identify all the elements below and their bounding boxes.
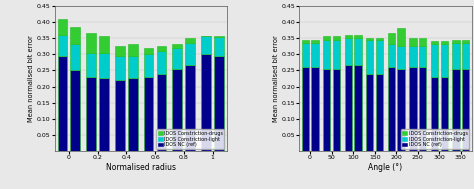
Bar [388, 44, 395, 67]
Bar [71, 27, 80, 44]
Bar [397, 69, 405, 151]
Bar [419, 46, 426, 67]
Bar [452, 40, 460, 43]
Bar [301, 43, 309, 67]
Bar [431, 77, 438, 151]
Bar [355, 38, 362, 66]
Bar [345, 35, 352, 38]
Bar [345, 66, 352, 151]
Bar [388, 33, 395, 44]
Bar [366, 40, 374, 74]
Bar [128, 44, 137, 56]
Bar [397, 46, 405, 69]
Bar [366, 38, 374, 40]
Legend: IDOS Constriction-drugs, IDOS Constriction-light, IDOS NC (ref): IDOS Constriction-drugs, IDOS Constricti… [156, 129, 225, 149]
Y-axis label: Mean normalised bit error: Mean normalised bit error [273, 35, 279, 122]
Bar [440, 41, 448, 44]
Bar [409, 38, 417, 46]
Bar [71, 44, 80, 70]
Bar [452, 69, 460, 151]
X-axis label: Angle (°): Angle (°) [368, 163, 402, 172]
Y-axis label: Mean normalised bit error: Mean normalised bit error [28, 35, 34, 122]
Bar [452, 43, 460, 69]
Bar [323, 40, 330, 69]
Bar [185, 66, 195, 151]
Bar [333, 69, 340, 151]
Bar [409, 46, 417, 67]
Bar [333, 36, 340, 40]
Bar [173, 48, 182, 69]
Bar [86, 33, 96, 53]
Bar [99, 36, 109, 53]
Bar [333, 40, 340, 69]
Bar [311, 43, 319, 67]
Bar [185, 38, 195, 43]
Bar [311, 40, 319, 43]
X-axis label: Normalised radius: Normalised radius [106, 163, 176, 172]
Bar [376, 74, 383, 151]
Bar [311, 67, 319, 151]
Bar [57, 19, 67, 35]
Bar [128, 56, 137, 78]
Bar [144, 77, 154, 151]
Bar [157, 51, 166, 74]
Bar [462, 69, 469, 151]
Bar [86, 77, 96, 151]
Bar [201, 36, 211, 54]
Bar [71, 70, 80, 151]
Bar [388, 67, 395, 151]
Bar [301, 67, 309, 151]
Bar [462, 40, 469, 43]
Bar [128, 78, 137, 151]
Bar [419, 67, 426, 151]
Bar [99, 53, 109, 78]
Bar [376, 40, 383, 74]
Bar [57, 35, 67, 56]
Bar [115, 56, 125, 80]
Bar [397, 28, 405, 46]
Bar [144, 48, 154, 54]
Bar [440, 77, 448, 151]
Bar [214, 36, 224, 37]
Bar [115, 46, 125, 56]
Bar [201, 54, 211, 151]
Bar [366, 74, 374, 151]
Bar [86, 53, 96, 77]
Bar [115, 80, 125, 151]
Bar [462, 43, 469, 69]
Bar [173, 44, 182, 48]
Bar [376, 38, 383, 40]
Bar [214, 37, 224, 56]
Bar [157, 74, 166, 151]
Bar [345, 38, 352, 66]
Bar [57, 56, 67, 151]
Bar [355, 35, 362, 38]
Bar [99, 78, 109, 151]
Bar [409, 67, 417, 151]
Bar [419, 38, 426, 46]
Bar [323, 36, 330, 40]
Bar [355, 66, 362, 151]
Bar [144, 54, 154, 77]
Bar [185, 43, 195, 66]
Bar [214, 56, 224, 151]
Bar [301, 40, 309, 43]
Bar [173, 69, 182, 151]
Bar [440, 44, 448, 77]
Bar [431, 41, 438, 44]
Bar [323, 69, 330, 151]
Bar [431, 44, 438, 77]
Legend: IDOS Constriction-drugs, IDOS Constriction-light, IDOS NC (ref): IDOS Constriction-drugs, IDOS Constricti… [401, 129, 469, 149]
Bar [157, 46, 166, 51]
